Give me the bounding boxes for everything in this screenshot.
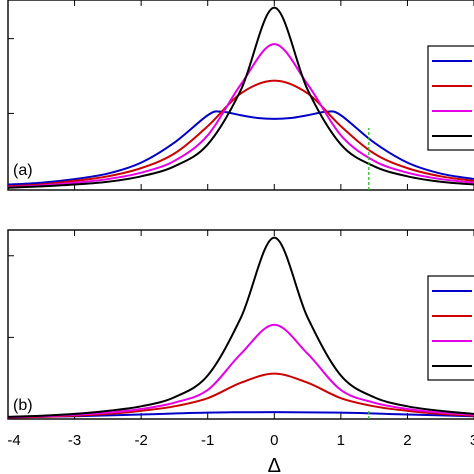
axes-box [7,229,474,420]
series-line-2 [7,79,474,188]
x-axis-title: Δ [268,455,281,474]
legend [427,45,474,151]
panel-label: (a) [13,162,33,179]
panel-label: (b) [13,397,33,414]
x-tick-label: 1 [337,432,345,449]
x-tick-label: 2 [403,432,411,449]
axes-box [7,0,474,191]
series-line-2 [7,372,474,419]
series-line-3 [7,43,474,189]
legend-box [427,275,474,381]
series-line-3 [7,323,474,419]
x-axis: -4 -3 -2 -1 0 1 2 3 Δ [7,432,474,474]
series-line-4 [7,6,474,189]
panel-a: (a) [7,0,474,191]
x-tick-label: -3 [68,432,81,449]
legend [427,275,474,381]
legend-box [427,45,474,151]
series-line-4 [7,236,474,418]
x-tick-label: 3 [470,432,474,449]
series-line-1 [7,110,474,186]
x-tick-label: -4 [7,432,20,449]
x-tick-label: 0 [270,432,278,449]
panel-b: (b) [7,229,474,420]
x-tick-label: -1 [201,432,214,449]
x-tick-label: -2 [134,432,147,449]
